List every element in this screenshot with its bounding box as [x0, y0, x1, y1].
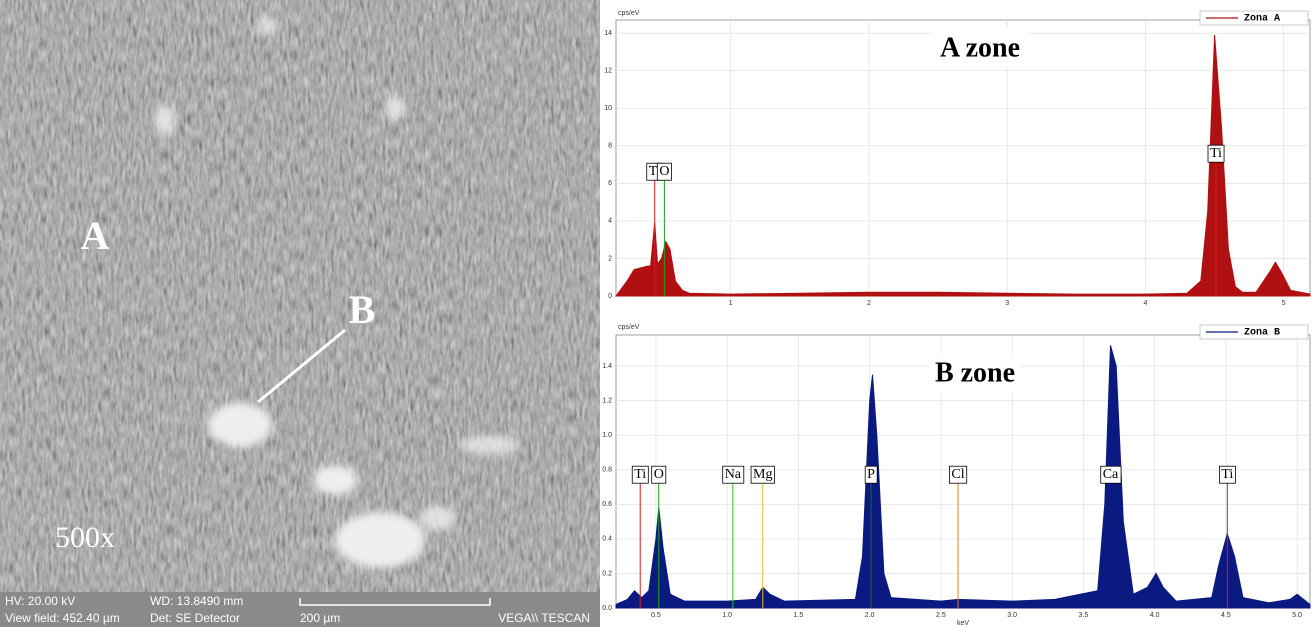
legend-box — [1199, 10, 1309, 26]
x-tick-label: 3 — [1005, 300, 1009, 307]
annotation-box — [1218, 465, 1236, 484]
legend-box — [1199, 324, 1309, 340]
title-box — [933, 28, 1027, 68]
region-label: B — [349, 287, 376, 332]
y-tick-label: 0.8 — [602, 467, 612, 474]
sem-texture — [0, 0, 600, 592]
info: WD: 13.8490 mm — [150, 594, 243, 608]
annotation-label: Ti — [1221, 467, 1233, 482]
magnification: 500x — [55, 521, 115, 554]
legend-label: Zona B — [1244, 328, 1280, 339]
particles — [155, 15, 520, 568]
annotation-label: Ti — [634, 467, 646, 482]
x-tick-label: 1 — [729, 300, 733, 307]
x-tick-label: 4.0 — [1150, 612, 1160, 619]
info-bar — [0, 592, 600, 627]
annotation-label: Ca — [1103, 467, 1119, 482]
annotation-box — [1100, 465, 1122, 484]
y-axis-label: cps/eV — [618, 324, 640, 331]
annotation-label: Cl — [951, 467, 964, 482]
y-tick-label: 0.0 — [602, 605, 612, 612]
annotation-label: O — [659, 164, 669, 179]
title-box — [928, 353, 1022, 393]
info-text: HV: 20.00 kV WD: 13.8490 mm View field: … — [5, 594, 590, 625]
annotation-box — [722, 465, 745, 484]
y-tick-label: 6 — [608, 180, 612, 187]
x-tick-label: 3.5 — [1079, 612, 1089, 619]
annotation-box — [864, 465, 878, 484]
micrograph: A B 500x HV: 20.00 kV WD: 13.8490 mm Vie… — [0, 0, 600, 627]
info: HV: 20.00 kV — [5, 594, 75, 608]
x-tick-label: 4 — [1144, 300, 1148, 307]
region-label: A — [81, 213, 110, 258]
scale-label: 200 µm — [300, 611, 340, 625]
annotation-box — [948, 465, 968, 484]
annotation-label: Ti — [1210, 146, 1222, 161]
y-tick-label: 2 — [608, 255, 612, 262]
y-tick-label: 1.4 — [602, 363, 612, 370]
chart-title: B zone — [935, 357, 1015, 388]
x-tick-label: 3.0 — [1007, 612, 1017, 619]
y-tick-label: 0 — [608, 293, 612, 300]
y-tick-label: 14 — [604, 30, 612, 37]
annotation-box — [656, 162, 672, 181]
annotation-label: O — [654, 467, 664, 482]
y-tick-label: 12 — [604, 68, 612, 75]
y-tick-label: 8 — [608, 143, 612, 150]
y-tick-label: 1.0 — [602, 432, 612, 439]
x-axis-label: keV — [957, 620, 969, 627]
x-tick-label: 2.5 — [936, 612, 946, 619]
scale-bar — [299, 598, 491, 606]
y-tick-label: 4 — [608, 218, 612, 225]
info: VEGA\\ TESCAN — [498, 611, 590, 625]
annotation-box — [1207, 144, 1225, 163]
legend-label: Zona A — [1244, 14, 1280, 25]
x-tick-label: 0.5 — [651, 612, 661, 619]
annotation-box — [750, 465, 775, 484]
annotation-label: Mg — [753, 467, 772, 482]
y-tick-label: 0.4 — [602, 536, 612, 543]
y-tick-label: 1.2 — [602, 398, 612, 405]
info: Det: SE Detector — [150, 611, 240, 625]
x-tick-label: 2 — [867, 300, 871, 307]
x-tick-label: 5 — [1282, 300, 1286, 307]
chart-title: A zone — [940, 32, 1020, 63]
info: View field: 452.40 µm — [5, 611, 120, 625]
x-tick-label: 1.0 — [722, 612, 732, 619]
pointer-line — [257, 328, 346, 404]
x-tick-label: 5.0 — [1292, 612, 1302, 619]
x-tick-label: 2.0 — [865, 612, 875, 619]
y-axis-label: cps/eV — [618, 10, 640, 17]
spectrum — [615, 34, 1311, 297]
x-tick-label: 4.5 — [1221, 612, 1231, 619]
y-tick-label: 10 — [604, 105, 612, 112]
x-tick-label: 1.5 — [794, 612, 804, 619]
spectrum — [615, 345, 1311, 609]
annotation-box — [631, 465, 649, 484]
y-tick-label: 0.6 — [602, 501, 612, 508]
annotation-label: P — [867, 467, 875, 482]
y-tick-label: 0.2 — [602, 570, 612, 577]
annotation-label: Na — [725, 467, 742, 482]
annotation-box — [651, 465, 667, 484]
